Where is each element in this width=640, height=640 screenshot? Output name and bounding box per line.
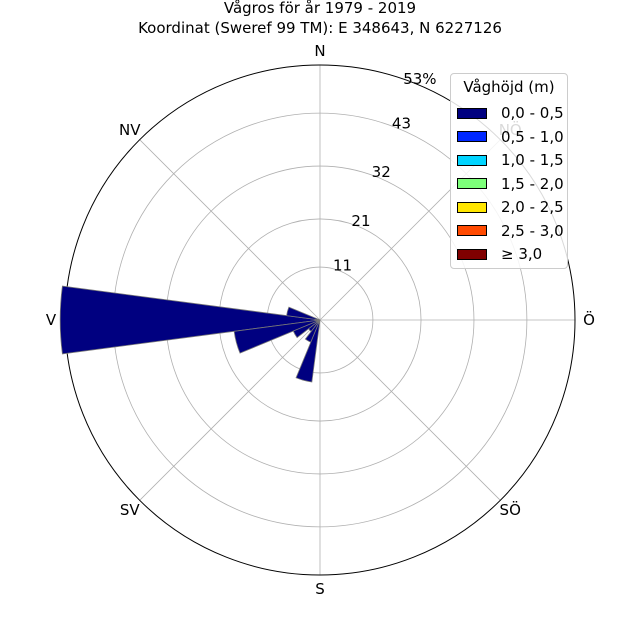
legend-swatch <box>457 248 487 260</box>
legend-label: 1,0 - 1,5 <box>501 151 564 169</box>
grid-spoke <box>139 319 321 501</box>
legend-label: 0,5 - 1,0 <box>501 127 564 146</box>
direction-label: SÖ <box>500 500 521 519</box>
legend-swatch <box>457 107 487 119</box>
sector-bar <box>59 285 321 355</box>
direction-label: Ö <box>583 310 595 329</box>
legend-label: 2,5 - 3,0 <box>501 221 564 240</box>
legend-item: 0,5 - 1,0 <box>457 128 564 146</box>
legend-item: 1,5 - 2,0 <box>457 175 564 193</box>
legend-title: Våghöjd (m) <box>463 78 555 96</box>
legend-swatch <box>457 154 487 166</box>
direction-label: V <box>46 311 57 329</box>
legend-item: ≥ 3,0 <box>457 245 542 263</box>
sector-bar <box>233 319 321 354</box>
direction-label: SV <box>120 501 141 519</box>
direction-label: N <box>314 42 325 60</box>
legend-item: 2,5 - 3,0 <box>457 222 564 240</box>
direction-label: S <box>315 580 325 598</box>
sector-bar <box>295 319 321 383</box>
radial-tick-label: 21 <box>351 212 370 230</box>
legend-label: 2,0 - 2,5 <box>501 198 564 216</box>
legend-item: 2,0 - 2,5 <box>457 198 564 216</box>
legend: Våghöjd (m) 0,0 - 0,5 0,5 - 1,0 1,0 - 1,5 1… <box>450 73 568 269</box>
chart-subtitle: Koordinat (Sweref 99 TM): E 348643, N 62… <box>138 19 502 37</box>
legend-label: 0,0 - 0,5 <box>501 104 564 122</box>
sector-bar <box>292 319 321 339</box>
legend-label: 1,5 - 2,0 <box>501 174 564 193</box>
legend-swatch <box>457 131 487 142</box>
legend-item: 0,0 - 0,5 <box>457 104 564 122</box>
legend-swatch <box>457 178 487 189</box>
sector-bar <box>286 306 321 321</box>
radial-tick-label: 11 <box>333 257 352 275</box>
legend-swatch <box>457 201 487 213</box>
radial-tick-label: 32 <box>372 163 391 181</box>
radial-tick-label: 53% <box>403 70 436 88</box>
grid-spoke <box>139 139 321 321</box>
radial-tick-label: 43 <box>392 114 411 132</box>
grid-spoke <box>319 319 501 501</box>
legend-item: 1,0 - 1,5 <box>457 151 564 169</box>
chart-title: Vågros för år 1979 - 2019 <box>223 0 417 17</box>
direction-label: NV <box>119 121 141 139</box>
legend-label: ≥ 3,0 <box>501 245 543 263</box>
legend-swatch <box>457 225 487 236</box>
